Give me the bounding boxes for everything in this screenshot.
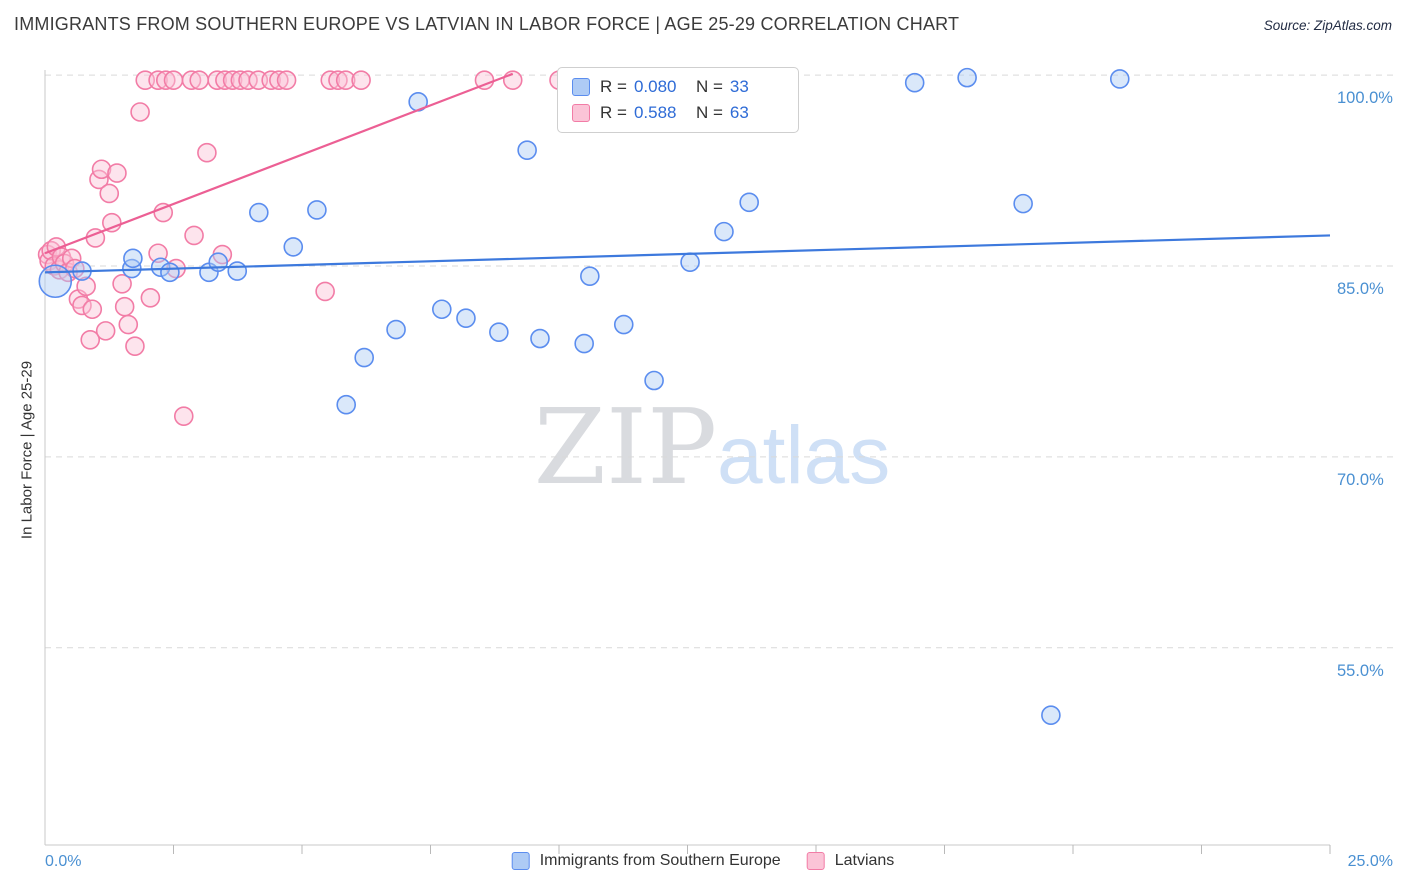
scatter-point-latvian bbox=[80, 329, 101, 350]
scatter-point-southern-europe bbox=[714, 221, 734, 242]
scatter-point-latvian bbox=[269, 70, 289, 90]
scatter-point-latvian bbox=[315, 281, 335, 302]
scatter-point-latvian bbox=[197, 142, 217, 163]
scatter-point-southern-europe bbox=[432, 299, 452, 320]
scatter-point-southern-europe bbox=[904, 72, 925, 93]
stats-legend-box: R = 0.080 N = 33 R = 0.588 N = 63 bbox=[557, 67, 799, 133]
scatter-point-southern-europe bbox=[613, 314, 634, 335]
scatter-point-latvian bbox=[189, 70, 209, 90]
scatter-point-latvian bbox=[72, 295, 92, 316]
pink-series-swatch-icon bbox=[806, 852, 825, 870]
y-axis-tick-label: 85.0% bbox=[1337, 280, 1384, 298]
n-label: N = bbox=[695, 103, 723, 122]
scatter-point-latvian bbox=[276, 70, 297, 90]
scatter-point-latvian bbox=[215, 70, 235, 90]
scatter-point-latvian bbox=[207, 70, 227, 90]
scatter-point-latvian bbox=[112, 273, 132, 294]
page-title: IMMIGRANTS FROM SOUTHERN EUROPE VS LATVI… bbox=[14, 14, 960, 34]
scatter-point-latvian bbox=[125, 336, 145, 356]
scatter-point-latvian bbox=[91, 159, 112, 180]
scatter-point-latvian bbox=[184, 225, 204, 246]
scatter-point-southern-europe bbox=[517, 140, 537, 160]
n-label: N = bbox=[695, 77, 723, 96]
blue-series-swatch-icon bbox=[572, 78, 590, 96]
scatter-point-latvian bbox=[222, 70, 243, 90]
scatter-point-latvian bbox=[181, 70, 202, 90]
stats-row-southern-europe: R = 0.080 N = 33 bbox=[572, 77, 782, 97]
watermark-atlas: atlas bbox=[717, 410, 891, 502]
scatter-point-southern-europe bbox=[644, 370, 664, 391]
scatter-point-latvian bbox=[102, 212, 122, 233]
r-label: R = bbox=[600, 103, 627, 122]
scatter-point-southern-europe bbox=[1109, 69, 1130, 89]
scatter-point-latvian bbox=[99, 183, 120, 204]
scatter-point-southern-europe bbox=[386, 319, 406, 340]
r-value: 0.588 bbox=[633, 103, 677, 122]
n-value: 33 bbox=[729, 77, 749, 96]
scatter-point-southern-europe bbox=[530, 328, 550, 349]
pink-series-swatch-icon bbox=[572, 104, 590, 122]
scatter-point-latvian bbox=[140, 287, 161, 308]
source-attribution: Source: ZipAtlas.com bbox=[1263, 18, 1392, 33]
scatter-point-latvian bbox=[351, 70, 371, 90]
scatter-point-latvian bbox=[173, 406, 194, 426]
scatter-point-southern-europe bbox=[1041, 705, 1061, 725]
watermark-zip: ZIP bbox=[533, 386, 718, 509]
scatter-point-latvian bbox=[155, 70, 176, 90]
scatter-point-southern-europe bbox=[307, 200, 327, 220]
scatter-point-latvian bbox=[163, 70, 184, 90]
scatter-point-latvian bbox=[95, 321, 116, 341]
scatter-point-southern-europe bbox=[160, 262, 180, 283]
scatter-point-southern-europe bbox=[249, 202, 269, 223]
trend-line-latvian bbox=[44, 72, 514, 255]
scatter-point-southern-europe bbox=[283, 237, 304, 257]
scatter-point-southern-europe bbox=[574, 333, 594, 354]
scatter-point-latvian bbox=[114, 296, 135, 317]
legend-label: Immigrants from Southern Europe bbox=[539, 852, 781, 869]
scatter-point-southern-europe bbox=[957, 67, 977, 88]
legend-item-southern-europe: Immigrants from Southern Europe bbox=[511, 852, 781, 870]
blue-series-swatch-icon bbox=[511, 852, 530, 870]
trend-line-southern-europe bbox=[44, 234, 1331, 274]
scatter-point-southern-europe bbox=[456, 308, 476, 328]
legend-item-latvians: Latvians bbox=[806, 852, 895, 870]
scatter-point-latvian bbox=[82, 299, 103, 320]
scatter-point-latvian bbox=[261, 70, 281, 90]
scatter-point-latvian bbox=[76, 276, 96, 297]
stats-row-latvians: R = 0.588 N = 63 bbox=[572, 103, 782, 123]
scatter-point-southern-europe bbox=[150, 257, 171, 278]
scatter-point-southern-europe bbox=[680, 252, 700, 272]
watermark: ZIP atlas bbox=[534, 386, 891, 508]
bottom-legend: Immigrants from Southern Europe Latvians bbox=[511, 852, 895, 870]
scatter-point-southern-europe bbox=[580, 266, 600, 286]
scatter-point-southern-europe bbox=[123, 248, 143, 269]
scatter-point-southern-europe bbox=[336, 394, 357, 415]
scatter-point-latvian bbox=[118, 314, 139, 335]
scatter-point-latvian bbox=[328, 70, 348, 90]
y-axis-tick-label: 100.0% bbox=[1337, 89, 1393, 107]
r-value: 0.080 bbox=[633, 77, 677, 96]
scatter-point-southern-europe bbox=[1013, 193, 1033, 214]
scatter-point-southern-europe bbox=[489, 322, 509, 342]
x-axis-min-label: 0.0% bbox=[45, 853, 82, 870]
scatter-point-southern-europe bbox=[38, 264, 73, 299]
scatter-point-latvian bbox=[148, 70, 168, 90]
scatter-point-latvian bbox=[335, 70, 356, 90]
scatter-point-latvian bbox=[238, 70, 258, 90]
y-axis-tick-label: 70.0% bbox=[1337, 471, 1384, 489]
scatter-point-latvian bbox=[320, 70, 341, 90]
scatter-point-southern-europe bbox=[739, 192, 759, 213]
scatter-point-southern-europe bbox=[227, 261, 248, 281]
legend-label: Latvians bbox=[834, 852, 895, 869]
scatter-point-latvian bbox=[130, 102, 150, 122]
n-value: 63 bbox=[729, 103, 749, 122]
x-axis-max-label: 25.0% bbox=[1347, 853, 1393, 870]
scatter-point-latvian bbox=[107, 163, 127, 183]
r-label: R = bbox=[600, 77, 627, 96]
scatter-point-southern-europe bbox=[354, 347, 374, 368]
y-axis-tick-label: 55.0% bbox=[1337, 662, 1384, 680]
